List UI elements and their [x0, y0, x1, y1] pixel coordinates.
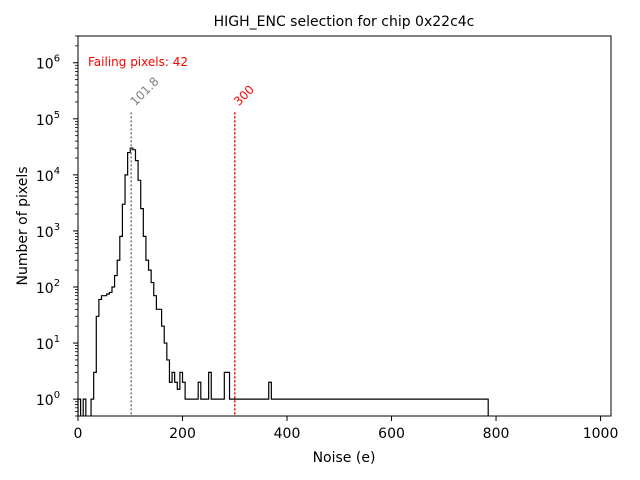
y-tick-label: 106 [36, 54, 60, 73]
x-axis-label: Noise (e) [313, 450, 376, 466]
x-tick-label: 600 [378, 426, 405, 442]
vline-label-1: 101.8 [127, 74, 161, 108]
y-tick-label: 102 [36, 278, 60, 297]
failing-pixels-annotation: Failing pixels: 42 [88, 55, 188, 69]
x-tick-label: 200 [169, 426, 196, 442]
y-tick-label: 103 [36, 222, 60, 241]
y-tick-label: 104 [36, 166, 60, 185]
y-tick-label: 105 [36, 110, 60, 129]
x-tick-label: 400 [274, 426, 301, 442]
vline-label-2: 300 [231, 82, 257, 108]
plot-frame [77, 35, 612, 417]
x-tick-label: 0 [74, 426, 83, 442]
y-tick-label: 101 [36, 334, 60, 353]
histogram-series [77, 147, 489, 416]
y-tick-label: 100 [36, 390, 60, 409]
plot-area: 101.8 300 [77, 74, 489, 416]
x-tick-label: 800 [483, 426, 510, 442]
chart-title: HIGH_ENC selection for chip 0x22c4c [214, 14, 475, 30]
y-axis-label: Number of pixels [15, 166, 31, 285]
x-tick-label: 1000 [583, 426, 619, 442]
